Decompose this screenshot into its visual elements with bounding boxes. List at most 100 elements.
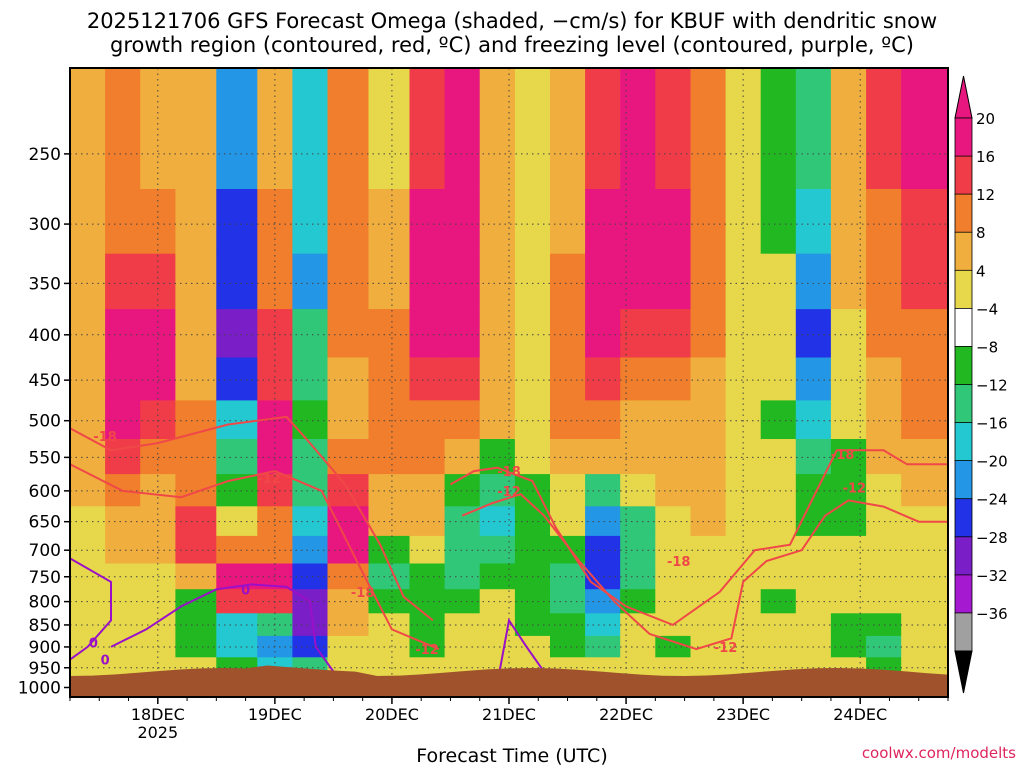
colorbar-label: 4 — [976, 262, 986, 280]
omega-cell — [655, 563, 691, 590]
y-tick-label: 600 — [29, 482, 61, 502]
omega-cell — [830, 535, 867, 564]
omega-cell — [830, 253, 867, 310]
dgz-contour-minus-12-b — [461, 492, 948, 651]
omega-cell — [216, 589, 258, 614]
omega-cell — [620, 309, 656, 359]
omega-cell — [368, 439, 411, 475]
omega-cell — [830, 589, 867, 614]
omega-cell — [901, 563, 948, 590]
omega-cell — [760, 68, 797, 190]
omega-cell — [690, 309, 727, 359]
omega-cell — [514, 439, 551, 475]
colorbar-swatch — [954, 422, 973, 462]
y-tick-label: 800 — [29, 593, 61, 613]
omega-cell — [655, 309, 691, 359]
omega-cell — [620, 657, 656, 679]
dgz-contour-label: -18 — [667, 555, 691, 570]
omega-cell — [725, 506, 762, 537]
colorbar-swatch — [954, 460, 973, 500]
omega-cell — [444, 68, 481, 190]
omega-cell — [105, 357, 141, 401]
omega-cell — [368, 189, 411, 255]
x-tick-label: 21DEC — [482, 705, 536, 724]
omega-cell — [216, 635, 258, 658]
x-tick-label: 18DEC — [131, 705, 185, 724]
omega-cell — [444, 189, 481, 255]
omega-cell — [655, 68, 691, 190]
omega-cell — [479, 357, 516, 401]
x-tick-label: 19DEC — [248, 705, 302, 724]
omega-cell — [690, 357, 727, 401]
omega-cell — [479, 635, 516, 658]
colorbar-swatch — [954, 384, 973, 424]
omega-cell — [140, 253, 176, 310]
x-tick-label: 20DEC — [365, 705, 419, 724]
omega-cell — [327, 309, 370, 359]
colorbar-swatch — [954, 345, 973, 386]
freezing-contour-label: 0 — [89, 637, 98, 652]
dgz-contour-label: -18 — [831, 448, 855, 463]
colorbar-swatch — [954, 269, 973, 310]
omega-cell — [105, 400, 141, 440]
omega-cell — [409, 657, 446, 679]
omega-cell — [655, 253, 691, 310]
omega-cell — [585, 357, 621, 401]
y-tick-label: 750 — [29, 568, 61, 588]
omega-cell — [105, 309, 141, 359]
omega-cell — [216, 400, 258, 440]
omega-cell — [795, 400, 832, 440]
omega-cell — [105, 613, 141, 637]
omega-cell — [901, 400, 948, 440]
omega-cell — [760, 589, 797, 614]
omega-cell — [105, 439, 141, 475]
omega-cell — [409, 400, 446, 440]
colorbar-label: −32 — [976, 567, 1008, 585]
omega-cell — [585, 253, 621, 310]
omega-cell — [795, 189, 832, 255]
omega-cell — [585, 189, 621, 255]
omega-cell — [620, 439, 656, 475]
omega-cell — [795, 68, 832, 190]
omega-cell — [795, 253, 832, 310]
omega-cell — [292, 189, 329, 255]
omega-cell — [216, 253, 258, 310]
omega-cell — [550, 563, 586, 590]
omega-cell — [175, 535, 217, 564]
omega-cell — [409, 439, 446, 475]
omega-cell — [585, 68, 621, 190]
omega-cell — [175, 506, 217, 537]
omega-cell — [866, 253, 902, 310]
omega-cell — [175, 439, 217, 475]
omega-cell — [830, 357, 867, 401]
y-tick-label: 900 — [29, 638, 61, 658]
y-tick-label: 850 — [29, 616, 61, 636]
colorbar-extend-top — [954, 75, 973, 119]
omega-cell — [901, 474, 948, 507]
omega-cell — [292, 563, 329, 590]
omega-cell — [105, 657, 141, 679]
omega-cell — [216, 309, 258, 359]
omega-cell — [725, 474, 762, 507]
omega-cell — [216, 439, 258, 475]
y-tick-label: 1000 — [18, 678, 61, 698]
omega-cell — [655, 635, 691, 658]
omega-cell — [655, 439, 691, 475]
omega-cell — [292, 506, 329, 537]
omega-cell — [830, 68, 867, 190]
omega-cell — [216, 189, 258, 255]
y-tick-label: 350 — [29, 274, 61, 294]
omega-cell — [514, 309, 551, 359]
freezing-contour-label: 0 — [241, 583, 250, 598]
omega-cell — [550, 589, 586, 614]
omega-cell — [550, 68, 586, 190]
omega-cell — [830, 189, 867, 255]
freezing-level-contour — [70, 557, 112, 661]
omega-cell — [175, 357, 217, 401]
omega-cell — [514, 400, 551, 440]
omega-cell — [70, 309, 106, 359]
source-credit[interactable]: coolwx.com/modelts — [861, 744, 1016, 762]
dgz-contour-minus-12 — [70, 463, 440, 651]
omega-cell — [655, 535, 691, 564]
